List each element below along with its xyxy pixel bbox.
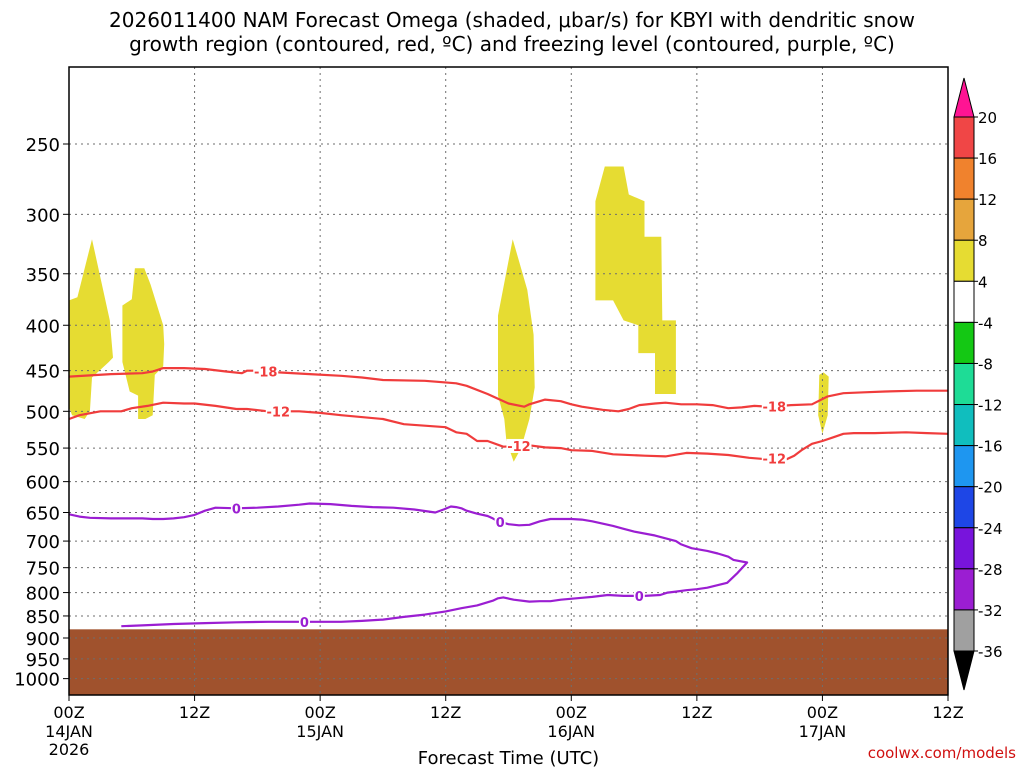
colorbar-bin-5 [953, 280, 975, 323]
omega-shading-layer [69, 166, 829, 462]
colorbar-bin-3 [953, 198, 975, 241]
x-tick-date-48: 16JAN [547, 722, 595, 741]
contour-label-0: 0 [635, 590, 644, 605]
x-tick-label-0: 00Z [53, 703, 84, 722]
contour-0 [69, 502, 749, 628]
contour-label-bg [761, 399, 787, 414]
colorbar-label-12: -32 [978, 602, 1003, 620]
colorbar-top-arrow [953, 77, 975, 118]
title-line-1: 2026011400 NAM Forecast Omega (shaded, μ… [109, 8, 915, 32]
x-tick-label-12: 12Z [179, 703, 210, 722]
x-tick-label-24: 00Z [304, 703, 335, 722]
y-tick-label-500: 500 [26, 402, 60, 423]
omega-region-4 [595, 166, 676, 394]
contour-layer: -18 -18 -12 -12 -12 0 0 0 0 [69, 364, 948, 631]
colorbar: 20 16 12 8 4 -4 -8 -12 -16 -20 -24 -28 -32 -36 [953, 77, 1003, 691]
colorbar-label-0: 20 [978, 109, 997, 127]
site-watermark: coolwx.com/models [867, 744, 1016, 762]
x-tick-year-0: 2026 [49, 740, 90, 759]
x-tick-label-60: 12Z [681, 703, 712, 722]
omega-region-1 [69, 239, 113, 419]
x-tick-label-36: 12Z [430, 703, 461, 722]
contour-label--18: -18 [763, 400, 787, 415]
y-tick-label-450: 450 [26, 362, 60, 383]
y-tick-label-650: 650 [26, 503, 60, 524]
y-tick-label-700: 700 [26, 532, 60, 553]
contour-label-bg [253, 364, 279, 379]
colorbar-bin-7 [953, 362, 975, 406]
contour-label-0: 0 [300, 616, 309, 631]
x-tick-label-48: 00Z [556, 703, 587, 722]
y-tick-label-750: 750 [26, 559, 60, 580]
title-line-2: growth region (contoured, red, ºC) and f… [129, 32, 895, 56]
contour-label-bg [494, 514, 506, 529]
colorbar-bin-1 [953, 116, 975, 159]
contour-label-bg [506, 438, 532, 453]
omega-region-3 [498, 239, 535, 462]
x-tick-label-84: 12Z [932, 703, 963, 722]
x-tick-date-24: 15JAN [296, 722, 344, 741]
y-tick-label-400: 400 [26, 316, 60, 337]
x-axis-label: Forecast Time (UTC) [418, 748, 599, 768]
colorbar-label-1: 16 [978, 150, 997, 168]
axes-layer: 2503003504004505005506006507007508008509… [14, 66, 964, 768]
chart-title: 2026011400 NAM Forecast Omega (shaded, μ… [0, 8, 1024, 56]
omega-region-2 [122, 268, 165, 419]
contour-label--12: -12 [507, 440, 531, 455]
colorbar-bottom-arrow [953, 650, 975, 691]
colorbar-bin-6 [953, 321, 975, 364]
colorbar-label-7: -12 [978, 397, 1003, 415]
colorbar-bin-11 [953, 527, 975, 570]
x-tick-date-72: 17JAN [799, 722, 847, 741]
contour-label-0: 0 [232, 502, 241, 517]
colorbar-bin-4 [953, 239, 975, 282]
x-tick-label-72: 00Z [807, 703, 838, 722]
colorbar-label-6: -8 [978, 355, 993, 373]
contour-label-bg [298, 614, 310, 629]
colorbar-label-10: -24 [978, 520, 1003, 538]
contour-label-bg [633, 588, 645, 603]
x-tick-date-0: 14JAN [45, 722, 93, 741]
y-tick-label-600: 600 [26, 473, 60, 494]
contour-label-0: 0 [496, 516, 505, 531]
y-tick-label-550: 550 [26, 439, 60, 460]
colorbar-bin-9 [953, 445, 975, 488]
contour-label--18: -18 [254, 365, 278, 380]
terrain-block [69, 629, 948, 695]
terrain-layer [69, 629, 948, 695]
y-tick-label-300: 300 [26, 205, 60, 226]
colorbar-label-8: -16 [978, 438, 1003, 456]
colorbar-bin-13 [953, 609, 975, 652]
colorbar-bin-2 [953, 157, 975, 200]
colorbar-label-2: 12 [978, 191, 997, 209]
contour-label-bg [230, 501, 242, 516]
omega-region-5 [818, 372, 829, 434]
contour-label--12: -12 [267, 405, 291, 420]
colorbar-bin-8 [953, 404, 975, 447]
contour-label-bg [761, 451, 787, 466]
y-tick-label-250: 250 [26, 135, 60, 156]
colorbar-bin-10 [953, 486, 975, 529]
y-tick-label-350: 350 [26, 265, 60, 286]
colorbar-label-11: -28 [978, 561, 1003, 579]
colorbar-label-5: -4 [978, 314, 993, 332]
contour-label--12: -12 [763, 453, 787, 468]
y-tick-label-850: 850 [26, 607, 60, 628]
colorbar-label-9: -20 [978, 479, 1003, 497]
y-tick-label-1000: 1000 [14, 670, 60, 691]
contour-label-bg [265, 404, 291, 419]
colorbar-bin-12 [953, 568, 975, 611]
y-tick-label-950: 950 [26, 650, 60, 671]
y-tick-label-900: 900 [26, 629, 60, 650]
colorbar-label-13: -36 [978, 643, 1003, 661]
colorbar-label-4: 4 [978, 273, 988, 291]
y-tick-label-800: 800 [26, 584, 60, 605]
colorbar-label-3: 8 [978, 232, 988, 250]
